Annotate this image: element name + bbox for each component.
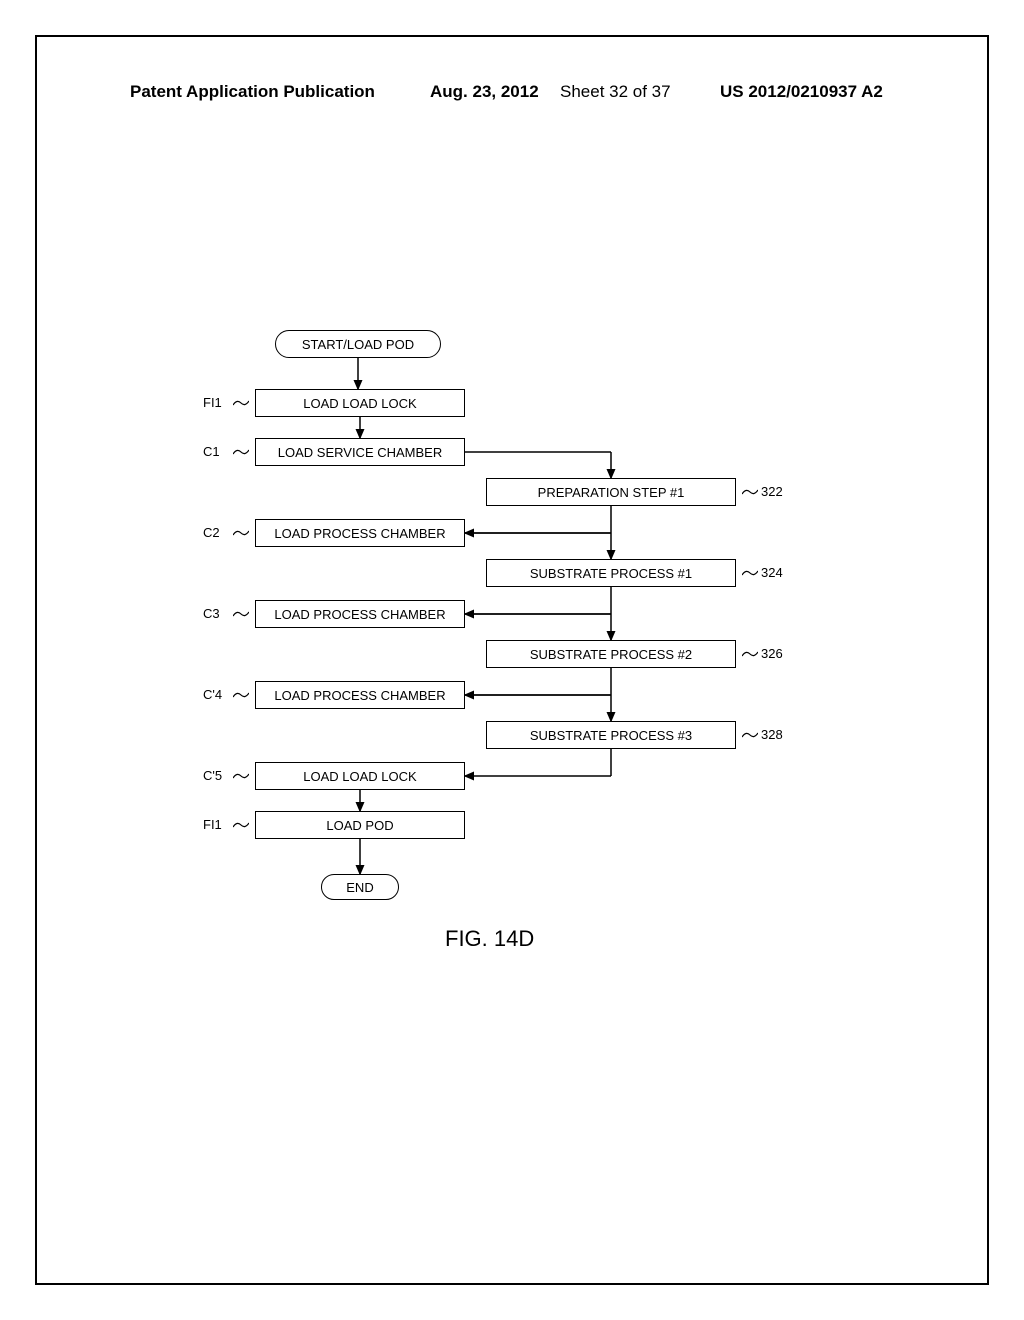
flowchart-label-c3: C3	[203, 606, 220, 621]
flowchart-label-fi1b: FI1	[203, 817, 222, 832]
flowchart-node-text: LOAD PROCESS CHAMBER	[274, 607, 445, 622]
flowchart-node-text: LOAD SERVICE CHAMBER	[278, 445, 442, 460]
flowchart-node-text: START/LOAD POD	[302, 337, 414, 352]
flowchart-label-fi1a: FI1	[203, 395, 222, 410]
flowchart-node-text: LOAD LOAD LOCK	[303, 396, 416, 411]
flowchart-node-c5: LOAD LOAD LOCK	[255, 762, 465, 790]
tilde-connector	[233, 399, 247, 407]
flowchart-node-text: SUBSTRATE PROCESS #3	[530, 728, 692, 743]
figure-label: FIG. 14D	[445, 926, 534, 952]
flowchart-label-c2: C2	[203, 525, 220, 540]
flowchart-node-p322: PREPARATION STEP #1	[486, 478, 736, 506]
tilde-connector	[233, 821, 247, 829]
flowchart-node-c1: LOAD SERVICE CHAMBER	[255, 438, 465, 466]
flowchart-label-p324: 324	[761, 565, 783, 580]
flowchart-node-text: LOAD POD	[326, 818, 393, 833]
flowchart-node-c4: LOAD PROCESS CHAMBER	[255, 681, 465, 709]
flowchart-node-p326: SUBSTRATE PROCESS #2	[486, 640, 736, 668]
flowchart-node-text: SUBSTRATE PROCESS #2	[530, 647, 692, 662]
tilde-connector	[233, 691, 247, 699]
tilde-connector	[233, 448, 247, 456]
flowchart-label-c5: C'5	[203, 768, 222, 783]
flowchart-node-text: LOAD PROCESS CHAMBER	[274, 688, 445, 703]
header-sheet: Sheet 32 of 37	[560, 82, 671, 102]
flowchart-node-end: END	[321, 874, 399, 900]
tilde-connector	[742, 569, 756, 577]
header-date: Aug. 23, 2012	[430, 82, 539, 102]
flowchart-node-fi1a: LOAD LOAD LOCK	[255, 389, 465, 417]
flowchart-node-text: END	[346, 880, 373, 895]
flowchart-label-p322: 322	[761, 484, 783, 499]
tilde-connector	[742, 488, 756, 496]
flowchart-node-start: START/LOAD POD	[275, 330, 441, 358]
tilde-connector	[742, 650, 756, 658]
flowchart-node-text: PREPARATION STEP #1	[538, 485, 685, 500]
flowchart-node-text: LOAD PROCESS CHAMBER	[274, 526, 445, 541]
flowchart-node-p328: SUBSTRATE PROCESS #3	[486, 721, 736, 749]
tilde-connector	[233, 610, 247, 618]
flowchart-label-c4: C'4	[203, 687, 222, 702]
flowchart-node-c2: LOAD PROCESS CHAMBER	[255, 519, 465, 547]
header-publication: Patent Application Publication	[130, 82, 375, 102]
tilde-connector	[233, 772, 247, 780]
flowchart-label-p328: 328	[761, 727, 783, 742]
header-pubnum: US 2012/0210937 A2	[720, 82, 883, 102]
flowchart-node-p324: SUBSTRATE PROCESS #1	[486, 559, 736, 587]
flowchart-label-c1: C1	[203, 444, 220, 459]
flowchart-node-text: SUBSTRATE PROCESS #1	[530, 566, 692, 581]
flowchart-node-c3: LOAD PROCESS CHAMBER	[255, 600, 465, 628]
tilde-connector	[233, 529, 247, 537]
flowchart-label-p326: 326	[761, 646, 783, 661]
flowchart-node-text: LOAD LOAD LOCK	[303, 769, 416, 784]
tilde-connector	[742, 731, 756, 739]
flowchart-node-fi1b: LOAD POD	[255, 811, 465, 839]
